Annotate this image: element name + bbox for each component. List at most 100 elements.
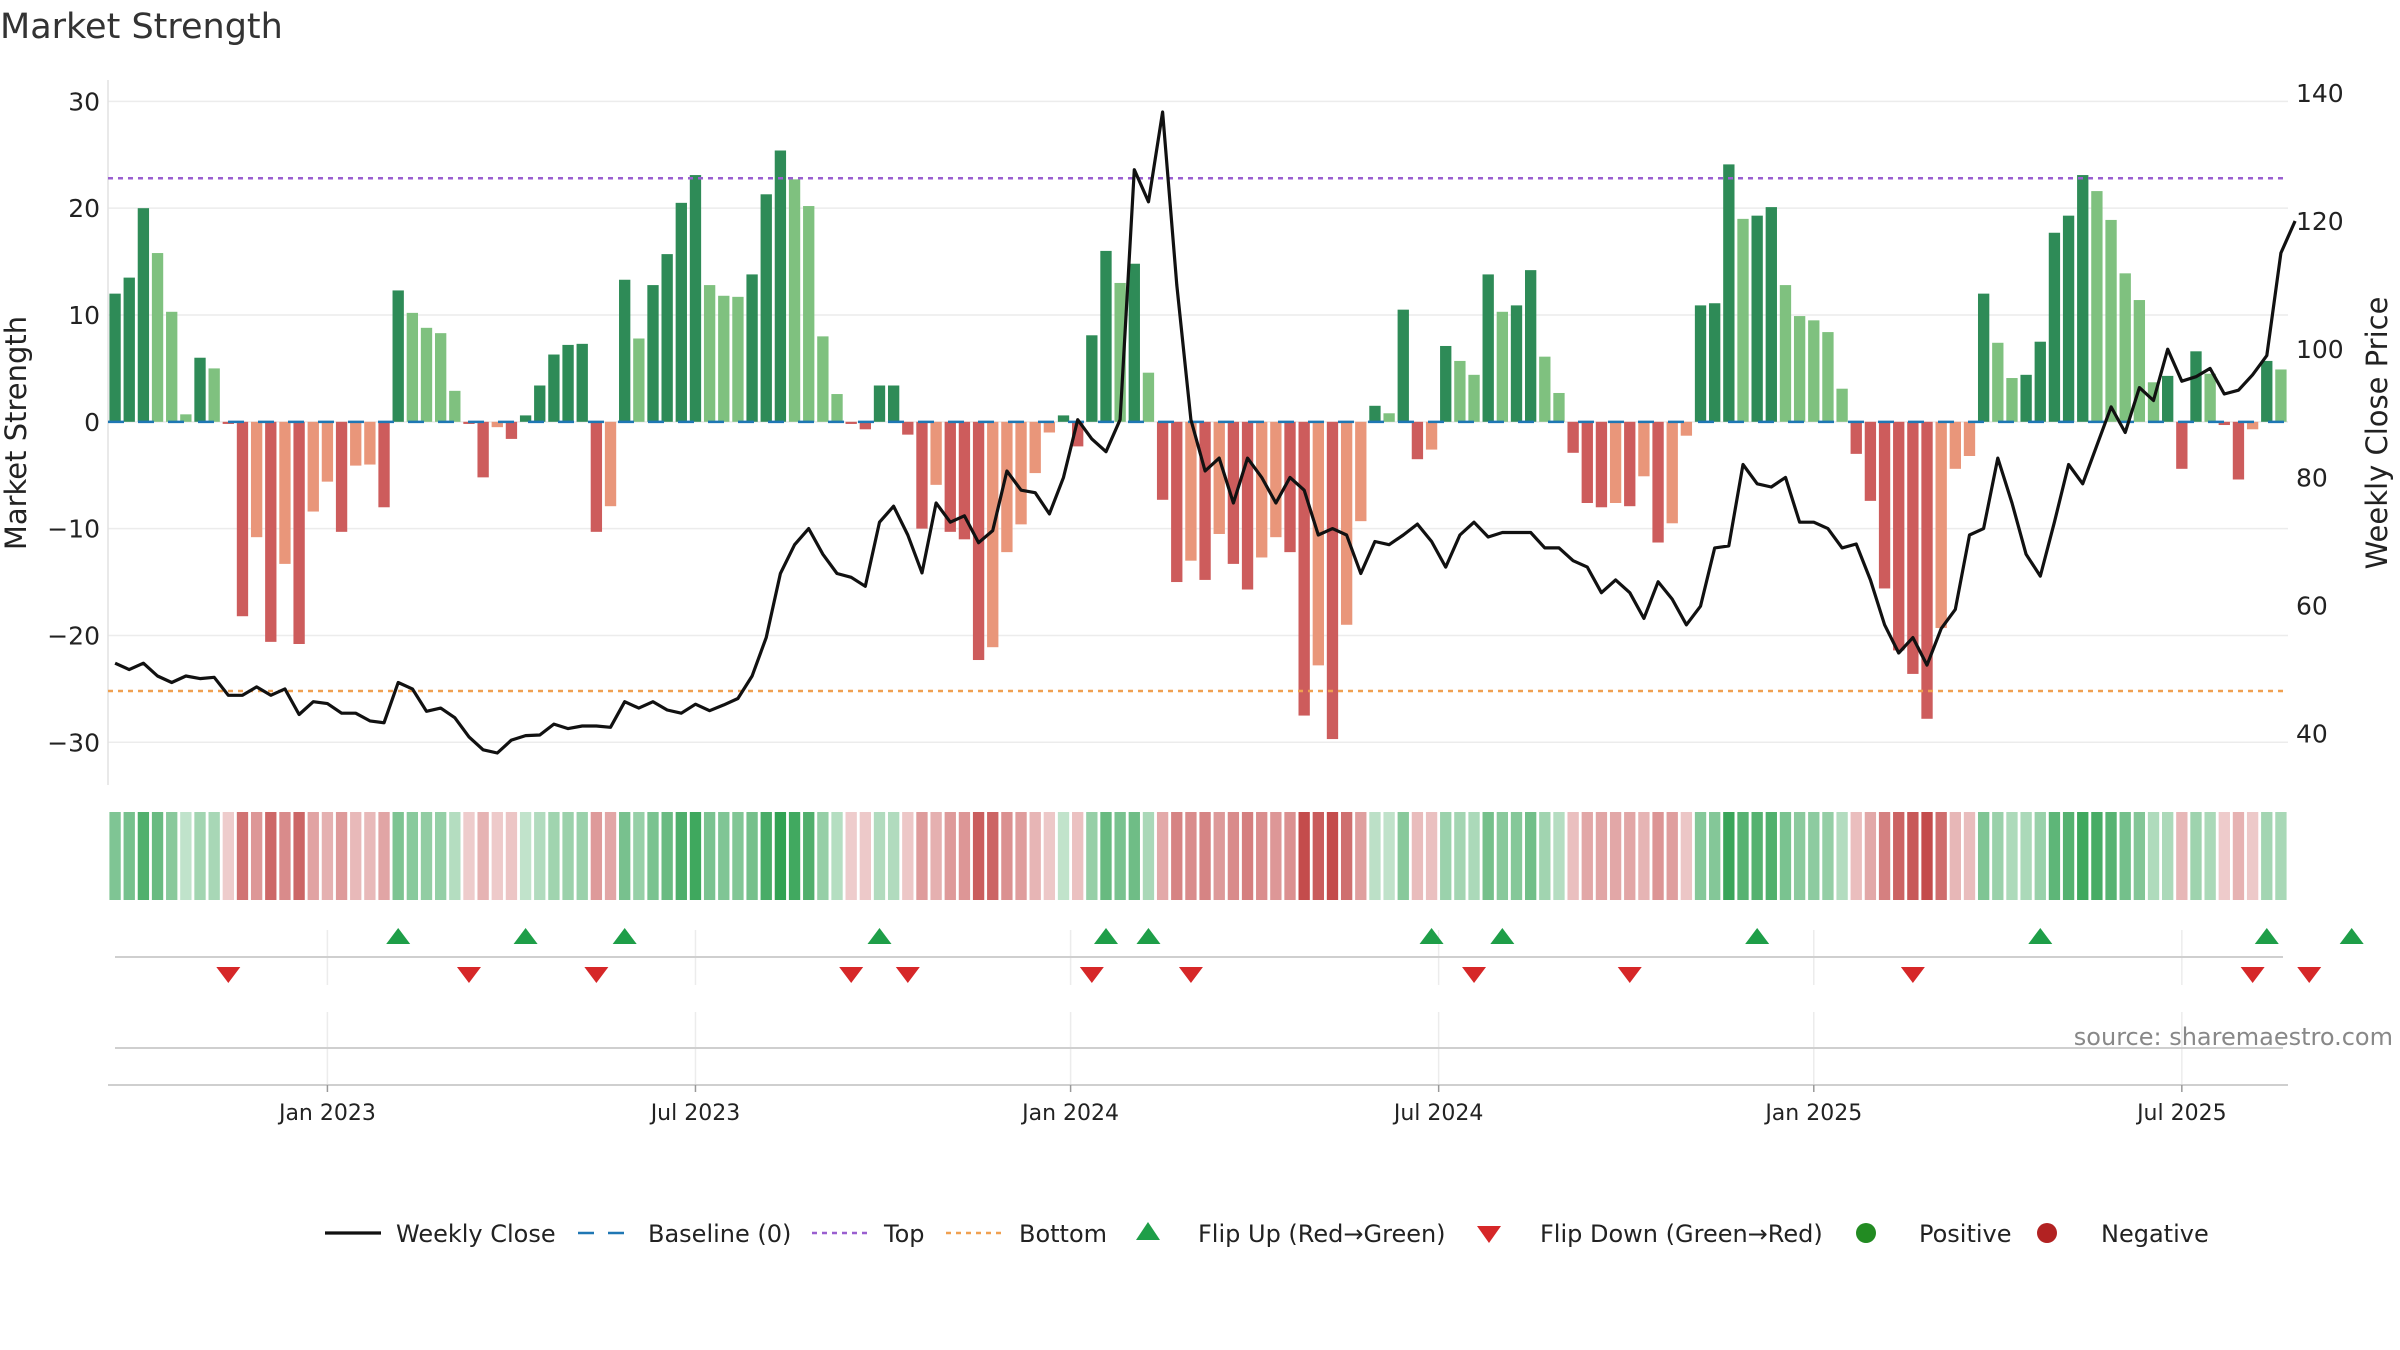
strength-bar xyxy=(2034,341,2046,422)
heat-cell xyxy=(1921,812,1933,900)
heat-cell xyxy=(1284,812,1296,900)
strength-bar xyxy=(2275,369,2287,422)
heat-cell xyxy=(1015,812,1027,900)
strength-bar xyxy=(1850,421,1862,454)
strength-bar xyxy=(1510,305,1523,422)
heat-cell xyxy=(703,812,716,900)
heat-cell xyxy=(1496,812,1509,900)
heat-cell xyxy=(1468,812,1480,900)
heat-cell xyxy=(1213,812,1225,900)
heat-cell xyxy=(222,812,234,900)
heat-cell xyxy=(1114,812,1126,900)
strength-bar xyxy=(392,290,404,422)
strength-bar xyxy=(1751,215,1763,422)
heat-cell xyxy=(1609,812,1622,900)
strength-bar xyxy=(1128,263,1140,422)
heat-cell xyxy=(420,812,433,900)
strength-bar xyxy=(1142,372,1155,422)
date-tick-label: Jan 2023 xyxy=(277,1101,376,1126)
heat-cell xyxy=(1751,812,1763,900)
date-tick-label: Jan 2024 xyxy=(1020,1101,1119,1126)
legend-flip-up-icon xyxy=(1136,1222,1160,1240)
heat-cell xyxy=(1992,812,2004,900)
heat-cell xyxy=(1326,812,1339,900)
heat-cell xyxy=(435,812,447,900)
strength-bar xyxy=(1256,421,1268,558)
strength-bar xyxy=(180,414,192,422)
strength-bar xyxy=(1383,413,1395,422)
flip-up-marker xyxy=(2254,928,2279,944)
date-tick-label: Jan 2025 xyxy=(1763,1101,1862,1126)
strength-bar xyxy=(293,421,305,644)
heat-cell xyxy=(2077,812,2089,900)
heat-cell xyxy=(1057,812,1070,900)
strength-bar xyxy=(887,385,900,422)
heat-cell xyxy=(1128,812,1140,900)
strength-bar xyxy=(647,285,659,422)
strength-bar xyxy=(689,175,702,422)
heat-cell xyxy=(1525,812,1537,900)
heat-cell xyxy=(406,812,419,900)
strength-bar xyxy=(1468,374,1480,422)
strength-bar xyxy=(194,357,206,422)
heat-cell xyxy=(2147,812,2160,900)
strength-bar xyxy=(661,254,673,422)
heat-cell xyxy=(505,812,518,900)
strength-bar xyxy=(123,277,135,422)
heat-cell xyxy=(859,812,871,900)
legend-label: Flip Down (Green→Red) xyxy=(1540,1220,1823,1248)
strength-bar xyxy=(2020,374,2032,422)
heat-cell xyxy=(1709,812,1721,900)
strength-bar xyxy=(859,421,871,430)
strength-bar xyxy=(562,344,574,422)
flip-up-marker xyxy=(1093,928,1118,944)
heat-cell xyxy=(958,812,971,900)
heat-cell xyxy=(619,812,631,900)
strength-bar xyxy=(1440,345,1452,422)
heat-cell xyxy=(944,812,956,900)
heat-cell xyxy=(604,812,617,900)
heat-cell xyxy=(788,812,801,900)
strength-bar xyxy=(1836,388,1848,422)
flip-up-marker xyxy=(1490,928,1515,944)
heat-cell xyxy=(194,812,206,900)
strength-bar xyxy=(590,421,603,532)
strength-bar xyxy=(604,421,617,507)
reference-lines xyxy=(108,177,2288,693)
heat-cell xyxy=(1737,812,1749,900)
strength-bar xyxy=(1963,421,1976,456)
strength-bar xyxy=(1227,421,1240,564)
right-tick-label: 140 xyxy=(2296,79,2344,108)
heat-cell xyxy=(463,812,475,900)
strength-bar xyxy=(1397,309,1409,422)
heat-cell xyxy=(2119,812,2131,900)
left-tick-label: 10 xyxy=(68,301,100,330)
heat-cell xyxy=(2275,812,2287,900)
heat-cell xyxy=(2218,812,2230,900)
heat-cell xyxy=(321,812,334,900)
heat-cell xyxy=(647,812,659,900)
strength-bar xyxy=(2048,232,2061,422)
heat-cell xyxy=(1793,812,1806,900)
flip-down-marker xyxy=(2297,967,2322,983)
flip-up-marker xyxy=(386,928,411,944)
heat-cell xyxy=(1199,812,1211,900)
heat-cell xyxy=(1723,812,1735,900)
heat-cell xyxy=(746,812,758,900)
heat-cell xyxy=(1539,812,1551,900)
flip-down-marker xyxy=(1900,967,1925,983)
flip-down-marker xyxy=(2240,967,2265,983)
heat-cell xyxy=(1765,812,1777,900)
heat-cell xyxy=(335,812,348,900)
heat-cell xyxy=(519,812,532,900)
strength-bar xyxy=(1666,421,1678,524)
heat-cell xyxy=(916,812,928,900)
strength-bar xyxy=(1680,421,1693,436)
heat-cell xyxy=(2048,812,2061,900)
strength-bar xyxy=(1553,392,1565,422)
left-tick-label: −20 xyxy=(47,621,100,650)
heat-cell xyxy=(633,812,645,900)
heat-cell xyxy=(1369,812,1381,900)
heat-cell xyxy=(1624,812,1636,900)
legend-item: Positive xyxy=(1856,1220,2012,1248)
